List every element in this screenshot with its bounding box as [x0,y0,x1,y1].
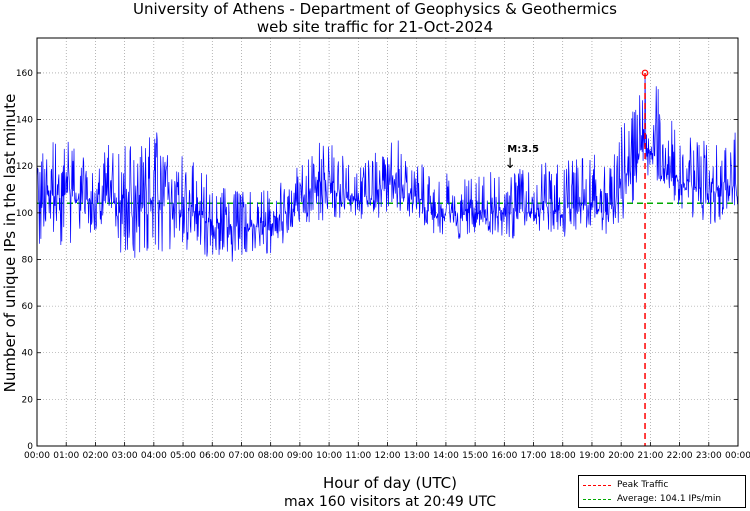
legend-item-average: Average: 104.1 IPs/min [583,493,721,505]
chart-title-line1: University of Athens - Department of Geo… [133,0,617,18]
x-tick-label: 06:00 [199,451,225,461]
y-tick-label: 140 [16,116,33,126]
x-tick-label: 08:00 [258,451,284,461]
x-tick-label: 14:00 [433,451,459,461]
legend: Peak Traffic Average: 104.1 IPs/min [578,475,746,508]
x-tick-label: 00:00 [725,451,750,461]
x-tick-label: 00:00 [24,451,50,461]
x-tick-label: 11:00 [345,451,371,461]
x-tick-label: 07:00 [228,451,254,461]
grid-layer [36,38,739,447]
x-tick-label: 13:00 [404,451,430,461]
x-tick-label: 19:00 [579,451,605,461]
annotation-label: M:3.5 [507,144,539,155]
plot-frame [36,37,739,447]
y-tick-label: 80 [22,255,34,265]
x-tick-label: 01:00 [53,451,79,461]
x-tick-label: 03:00 [112,451,138,461]
x-tick-label: 17:00 [521,451,547,461]
x-tick-label: 23:00 [696,451,722,461]
y-tick-label: 40 [22,349,34,359]
peak-marker [641,69,649,77]
x-tick-label: 22:00 [667,451,693,461]
y-tick-label: 20 [22,395,34,405]
legend-label-peak: Peak Traffic [617,480,669,490]
y-tick-label: 160 [16,69,33,79]
annotation-layer: M:3.5 ↓ [504,144,539,172]
series-layer [36,72,739,262]
x-tick-label: 10:00 [316,451,342,461]
x-tick-label: 04:00 [141,451,167,461]
x-tick-label: 12:00 [375,451,401,461]
legend-swatch-average [583,498,611,500]
chart-title-line2: web site traffic for 21-Oct-2024 [256,18,494,36]
y-tick-label: 100 [16,209,33,219]
y-axis-label: Number of unique IPs in the last minute [1,93,19,393]
x-tick-label: 05:00 [170,451,196,461]
traffic-series-line [36,72,739,262]
y-tick-label: 60 [22,302,34,312]
x-tick-label: 18:00 [550,451,576,461]
x-tick-label: 16:00 [491,451,517,461]
legend-swatch-peak [583,484,611,486]
annotation-arrow: ↓ [504,156,516,172]
x-tick-label: 20:00 [608,451,634,461]
legend-label-average: Average: 104.1 IPs/min [617,494,722,504]
chart-summary: max 160 visitors at 20:49 UTC [283,494,497,510]
x-tick-label: 02:00 [82,451,108,461]
x-axis-label: Hour of day (UTC) [323,474,457,492]
legend-item-peak: Peak Traffic [583,479,668,491]
x-tick-label: 09:00 [287,451,313,461]
x-tick-label: 21:00 [637,451,663,461]
x-tick-label: 15:00 [462,451,488,461]
y-tick-label: 0 [27,442,33,452]
peak-layer [641,69,649,446]
y-tick-label: 120 [16,162,33,172]
